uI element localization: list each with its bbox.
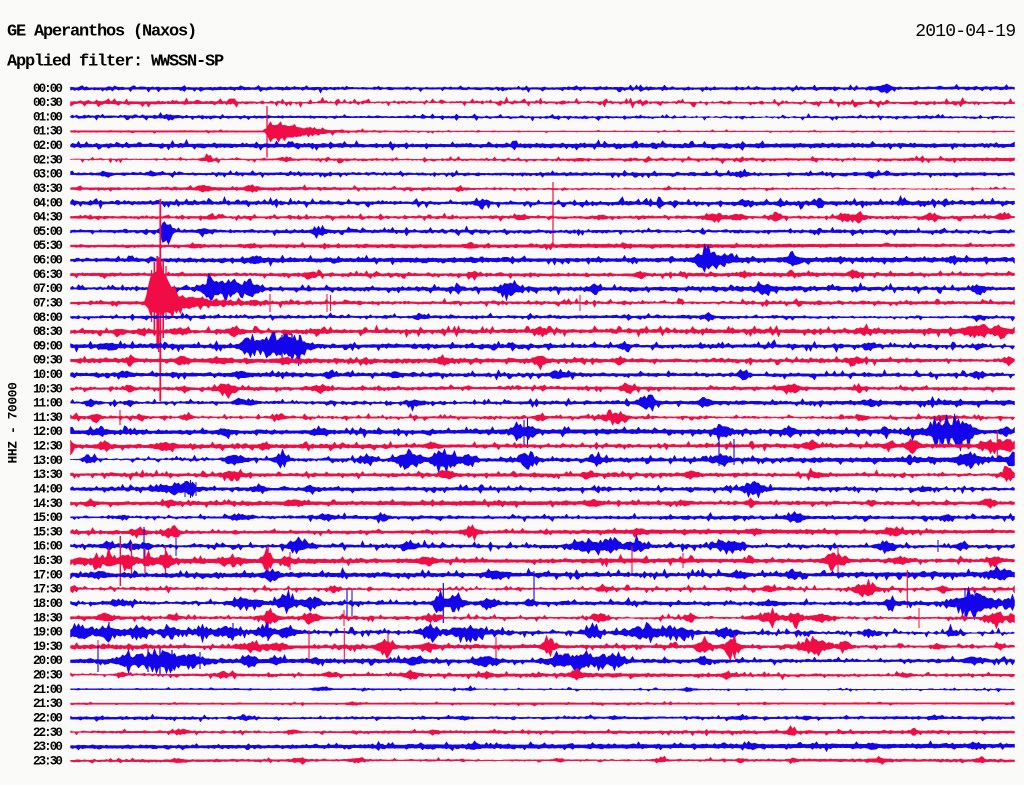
svg-text:07:00: 07:00 [33, 282, 62, 296]
svg-text:23:00: 23:00 [33, 740, 62, 754]
svg-text:12:00: 12:00 [33, 425, 62, 439]
svg-text:06:00: 06:00 [33, 254, 62, 268]
svg-text:Applied filter: WWSSN-SP: Applied filter: WWSSN-SP [7, 53, 224, 72]
svg-text:17:00: 17:00 [33, 568, 62, 582]
svg-text:18:30: 18:30 [33, 611, 62, 625]
svg-text:09:30: 09:30 [33, 354, 62, 368]
svg-text:15:30: 15:30 [33, 525, 62, 539]
svg-text:08:00: 08:00 [33, 311, 62, 325]
svg-text:16:00: 16:00 [33, 540, 62, 554]
svg-text:22:30: 22:30 [33, 726, 62, 740]
svg-text:16:30: 16:30 [33, 554, 62, 568]
svg-text:01:00: 01:00 [33, 110, 62, 124]
svg-text:07:30: 07:30 [33, 296, 62, 310]
svg-text:14:00: 14:00 [33, 483, 62, 497]
svg-text:21:30: 21:30 [33, 697, 62, 711]
svg-text:10:30: 10:30 [33, 382, 62, 396]
svg-text:HHZ - 70000: HHZ - 70000 [6, 382, 21, 464]
svg-text:23:30: 23:30 [33, 754, 62, 768]
svg-text:12:30: 12:30 [33, 440, 62, 454]
svg-text:15:00: 15:00 [33, 511, 62, 525]
svg-text:11:30: 11:30 [33, 411, 62, 425]
svg-text:03:00: 03:00 [33, 168, 62, 182]
svg-text:06:30: 06:30 [33, 268, 62, 282]
svg-text:02:30: 02:30 [33, 153, 62, 167]
svg-text:13:30: 13:30 [33, 468, 62, 482]
svg-text:GE Aperanthos (Naxos): GE Aperanthos (Naxos) [7, 23, 196, 42]
svg-text:2010-04-19: 2010-04-19 [915, 22, 1015, 42]
svg-text:04:00: 04:00 [33, 196, 62, 210]
svg-text:22:00: 22:00 [33, 711, 62, 725]
svg-text:20:00: 20:00 [33, 654, 62, 668]
svg-text:18:00: 18:00 [33, 597, 62, 611]
svg-text:04:30: 04:30 [33, 211, 62, 225]
svg-text:19:00: 19:00 [33, 626, 62, 640]
svg-text:00:30: 00:30 [33, 96, 62, 110]
svg-text:20:30: 20:30 [33, 669, 62, 683]
svg-text:05:00: 05:00 [33, 225, 62, 239]
svg-text:09:00: 09:00 [33, 339, 62, 353]
svg-text:10:00: 10:00 [33, 368, 62, 382]
svg-text:17:30: 17:30 [33, 583, 62, 597]
svg-text:14:30: 14:30 [33, 497, 62, 511]
svg-text:05:30: 05:30 [33, 239, 62, 253]
svg-text:13:00: 13:00 [33, 454, 62, 468]
svg-text:00:00: 00:00 [33, 82, 62, 96]
svg-text:01:30: 01:30 [33, 125, 62, 139]
svg-text:21:00: 21:00 [33, 683, 62, 697]
svg-text:08:30: 08:30 [33, 325, 62, 339]
svg-text:19:30: 19:30 [33, 640, 62, 654]
svg-text:11:00: 11:00 [33, 397, 62, 411]
svg-text:02:00: 02:00 [33, 139, 62, 153]
svg-text:03:30: 03:30 [33, 182, 62, 196]
